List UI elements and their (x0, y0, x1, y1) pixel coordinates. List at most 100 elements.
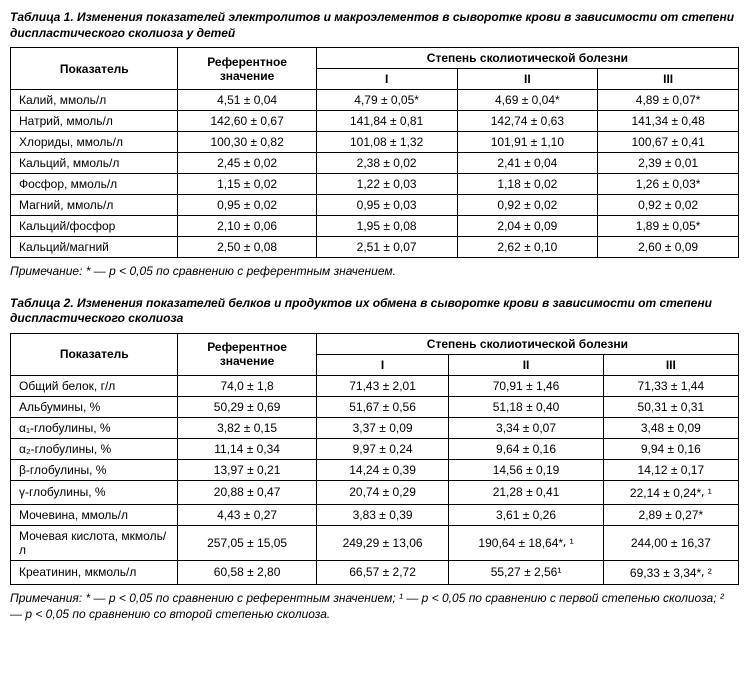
ref-value: 142,60 ± 0,67 (178, 111, 316, 132)
d1-value: 20,74 ± 0,29 (316, 480, 449, 504)
row-label: Альбумины, % (11, 396, 178, 417)
d2-value: 3,34 ± 0,07 (449, 417, 603, 438)
table2-title: Таблица 2. Изменения показателей белков … (10, 296, 739, 327)
table-row: Фосфор, ммоль/л1,15 ± 0,021,22 ± 0,031,1… (11, 174, 739, 195)
table-row: Общий белок, г/л74,0 ± 1,871,43 ± 2,0170… (11, 375, 739, 396)
d2-value: 4,69 ± 0,04* (457, 90, 598, 111)
d3-value: 4,89 ± 0,07* (598, 90, 739, 111)
table2-col-d2: II (449, 354, 603, 375)
table2-col-reference: Референтное значение (178, 333, 316, 375)
ref-value: 1,15 ± 0,02 (178, 174, 316, 195)
table1-note: Примечание: * — p < 0,05 по сравнению с … (10, 264, 739, 280)
d3-value: 1,26 ± 0,03* (598, 174, 739, 195)
table1-col-d1: I (316, 69, 457, 90)
row-label: Кальций/магний (11, 237, 178, 258)
d1-value: 9,97 ± 0,24 (316, 438, 449, 459)
d2-value: 70,91 ± 1,46 (449, 375, 603, 396)
table-row: Калий, ммоль/л4,51 ± 0,044,79 ± 0,05*4,6… (11, 90, 739, 111)
row-label: Фосфор, ммоль/л (11, 174, 178, 195)
d3-value: 50,31 ± 0,31 (603, 396, 738, 417)
d2-value: 2,04 ± 0,09 (457, 216, 598, 237)
table1: Показатель Референтное значение Степень … (10, 47, 739, 258)
d2-value: 14,56 ± 0,19 (449, 459, 603, 480)
d1-value: 66,57 ± 2,72 (316, 560, 449, 584)
d2-value: 1,18 ± 0,02 (457, 174, 598, 195)
d2-value: 101,91 ± 1,10 (457, 132, 598, 153)
row-label: α₁-глобулины, % (11, 417, 178, 438)
table-row: γ-глобулины, %20,88 ± 0,4720,74 ± 0,2921… (11, 480, 739, 504)
d3-value: 1,89 ± 0,05* (598, 216, 739, 237)
ref-value: 2,45 ± 0,02 (178, 153, 316, 174)
d1-value: 4,79 ± 0,05* (316, 90, 457, 111)
ref-value: 2,10 ± 0,06 (178, 216, 316, 237)
d1-value: 14,24 ± 0,39 (316, 459, 449, 480)
d3-value: 14,12 ± 0,17 (603, 459, 738, 480)
d1-value: 2,51 ± 0,07 (316, 237, 457, 258)
row-label: Креатинин, мкмоль/л (11, 560, 178, 584)
ref-value: 2,50 ± 0,08 (178, 237, 316, 258)
row-label: Магний, ммоль/л (11, 195, 178, 216)
d3-value: 2,60 ± 0,09 (598, 237, 739, 258)
d3-value: 71,33 ± 1,44 (603, 375, 738, 396)
table-row: α₁-глобулины, %3,82 ± 0,153,37 ± 0,093,3… (11, 417, 739, 438)
ref-value: 4,51 ± 0,04 (178, 90, 316, 111)
row-label: Натрий, ммоль/л (11, 111, 178, 132)
d1-value: 3,83 ± 0,39 (316, 504, 449, 525)
d3-value: 0,92 ± 0,02 (598, 195, 739, 216)
ref-value: 20,88 ± 0,47 (178, 480, 316, 504)
d2-value: 2,62 ± 0,10 (457, 237, 598, 258)
table-row: Мочевина, ммоль/л4,43 ± 0,273,83 ± 0,393… (11, 504, 739, 525)
d2-value: 3,61 ± 0,26 (449, 504, 603, 525)
table-row: β-глобулины, %13,97 ± 0,2114,24 ± 0,3914… (11, 459, 739, 480)
ref-value: 60,58 ± 2,80 (178, 560, 316, 584)
d3-value: 141,34 ± 0,48 (598, 111, 739, 132)
table2-col-degree-header: Степень сколиотической болезни (316, 333, 738, 354)
ref-value: 4,43 ± 0,27 (178, 504, 316, 525)
table-row: Кальций, ммоль/л2,45 ± 0,022,38 ± 0,022,… (11, 153, 739, 174)
ref-value: 257,05 ± 15,05 (178, 525, 316, 560)
table-row: Мочевая кислота, мкмоль/л257,05 ± 15,052… (11, 525, 739, 560)
table-row: Кальций/фосфор2,10 ± 0,061,95 ± 0,082,04… (11, 216, 739, 237)
d1-value: 141,84 ± 0,81 (316, 111, 457, 132)
row-label: γ-глобулины, % (11, 480, 178, 504)
d1-value: 3,37 ± 0,09 (316, 417, 449, 438)
d2-value: 142,74 ± 0,63 (457, 111, 598, 132)
table2-note: Примечания: * — p < 0,05 по сравнению с … (10, 591, 739, 622)
d1-value: 71,43 ± 2,01 (316, 375, 449, 396)
d2-value: 2,41 ± 0,04 (457, 153, 598, 174)
d2-value: 51,18 ± 0,40 (449, 396, 603, 417)
table-row: Хлориды, ммоль/л100,30 ± 0,82101,08 ± 1,… (11, 132, 739, 153)
ref-value: 100,30 ± 0,82 (178, 132, 316, 153)
d2-value: 190,64 ± 18,64*⸴ ¹ (449, 525, 603, 560)
d1-value: 1,95 ± 0,08 (316, 216, 457, 237)
d2-value: 21,28 ± 0,41 (449, 480, 603, 504)
table1-col-reference: Референтное значение (178, 48, 316, 90)
d3-value: 244,00 ± 16,37 (603, 525, 738, 560)
d3-value: 2,39 ± 0,01 (598, 153, 739, 174)
row-label: Мочевая кислота, мкмоль/л (11, 525, 178, 560)
table1-col-degree-header: Степень сколиотической болезни (316, 48, 738, 69)
table-row: Альбумины, %50,29 ± 0,6951,67 ± 0,5651,1… (11, 396, 739, 417)
d3-value: 3,48 ± 0,09 (603, 417, 738, 438)
row-label: Общий белок, г/л (11, 375, 178, 396)
ref-value: 13,97 ± 0,21 (178, 459, 316, 480)
d1-value: 101,08 ± 1,32 (316, 132, 457, 153)
ref-value: 3,82 ± 0,15 (178, 417, 316, 438)
d1-value: 2,38 ± 0,02 (316, 153, 457, 174)
d1-value: 0,95 ± 0,03 (316, 195, 457, 216)
table1-col-indicator: Показатель (11, 48, 178, 90)
ref-value: 11,14 ± 0,34 (178, 438, 316, 459)
table1-title: Таблица 1. Изменения показателей электро… (10, 10, 739, 41)
d2-value: 0,92 ± 0,02 (457, 195, 598, 216)
d3-value: 9,94 ± 0,16 (603, 438, 738, 459)
table1-col-d2: II (457, 69, 598, 90)
d1-value: 249,29 ± 13,06 (316, 525, 449, 560)
table2-col-d1: I (316, 354, 449, 375)
d2-value: 55,27 ± 2,56¹ (449, 560, 603, 584)
table-row: Креатинин, мкмоль/л60,58 ± 2,8066,57 ± 2… (11, 560, 739, 584)
table2: Показатель Референтное значение Степень … (10, 333, 739, 585)
table-row: Магний, ммоль/л0,95 ± 0,020,95 ± 0,030,9… (11, 195, 739, 216)
d2-value: 9,64 ± 0,16 (449, 438, 603, 459)
ref-value: 50,29 ± 0,69 (178, 396, 316, 417)
table-row: α₂-глобулины, %11,14 ± 0,349,97 ± 0,249,… (11, 438, 739, 459)
